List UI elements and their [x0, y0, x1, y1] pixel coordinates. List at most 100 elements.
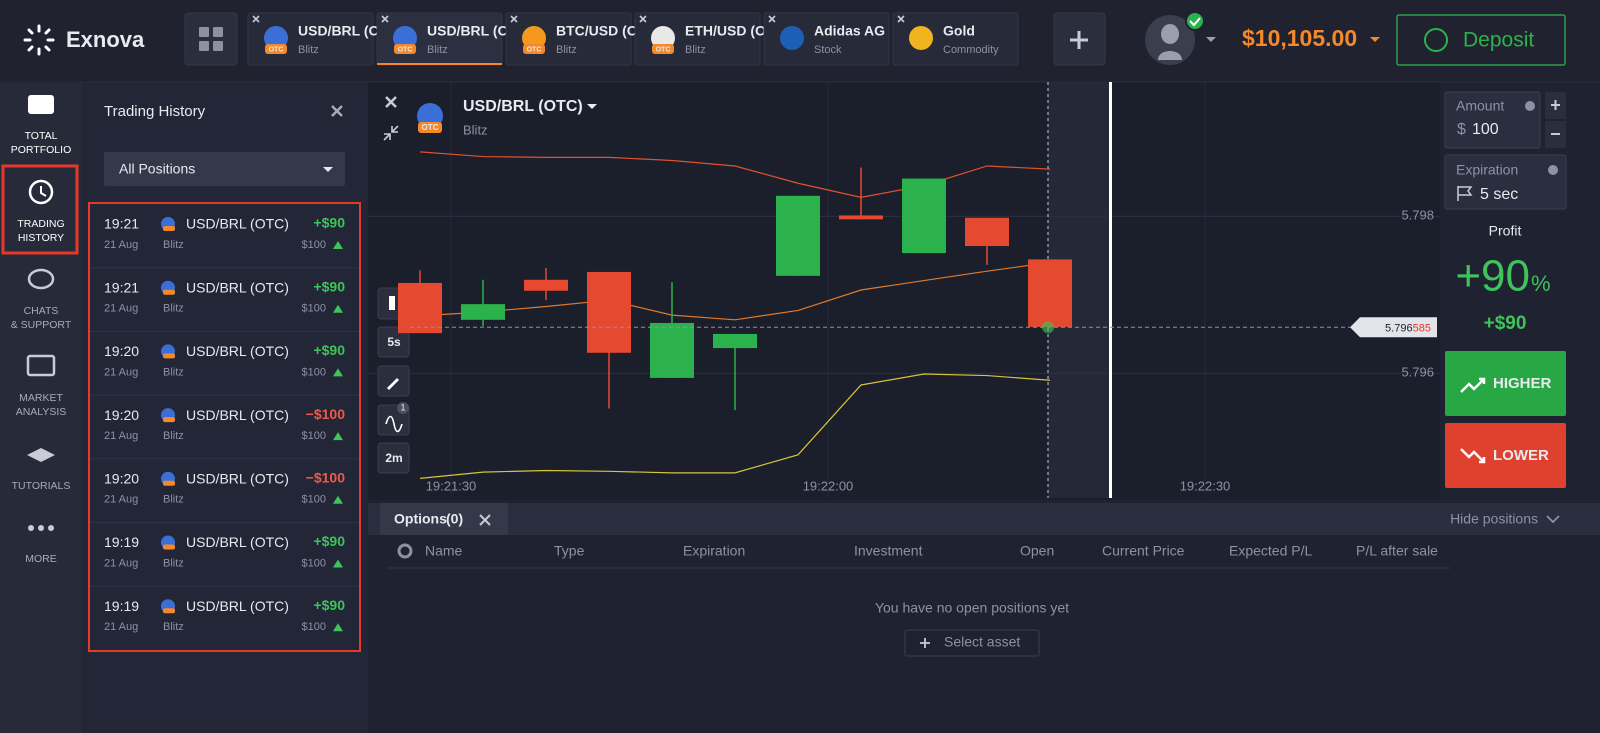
- trade-date: 21 Aug: [104, 430, 138, 442]
- close-options[interactable]: [479, 514, 491, 526]
- nav-label[interactable]: MORE: [25, 553, 57, 565]
- collapse-icon[interactable]: [383, 125, 399, 141]
- close-tab[interactable]: [510, 15, 518, 23]
- nav-label[interactable]: TUTORIALS: [12, 480, 71, 492]
- help-icon[interactable]: [1548, 165, 1558, 175]
- draw-button[interactable]: [377, 365, 410, 397]
- balance-caret[interactable]: [1370, 37, 1380, 42]
- chat-icon: [27, 268, 55, 290]
- select-asset-button[interactable]: [904, 629, 1040, 657]
- asset-icon: [780, 26, 804, 50]
- close-tab[interactable]: [897, 15, 905, 23]
- otc-mini: [163, 480, 175, 486]
- trade-amount: $100: [302, 303, 326, 315]
- candle-body: [650, 322, 694, 378]
- otc-badge: [652, 44, 674, 54]
- higher-label[interactable]: HIGHER: [1493, 375, 1552, 392]
- otc-badge: [394, 44, 416, 54]
- hide-positions[interactable]: Hide positions: [1450, 511, 1538, 527]
- column-header: Expiration: [683, 543, 745, 559]
- history-hands: [40, 186, 47, 197]
- asset-tab[interactable]: [763, 12, 890, 66]
- select-asset-label[interactable]: Select asset: [944, 634, 1020, 650]
- profit-label: Profit: [1489, 223, 1522, 239]
- tab-sub: Blitz: [685, 44, 706, 56]
- history-title: Trading History: [104, 103, 206, 120]
- tab-name[interactable]: USD/BRL (O: [298, 23, 380, 39]
- asset-tab[interactable]: [892, 12, 1019, 66]
- amount-value[interactable]: 100: [1472, 121, 1499, 138]
- help-icon[interactable]: [1525, 101, 1535, 111]
- amount-currency: $: [1457, 121, 1466, 138]
- tab-name[interactable]: BTC/USD (O: [556, 23, 638, 39]
- logo-icon: [23, 24, 55, 56]
- close-tab[interactable]: [639, 15, 647, 23]
- flag-icon: [1457, 186, 1473, 201]
- trade-result: −$100: [306, 470, 346, 486]
- interval-label[interactable]: 2m: [385, 451, 402, 465]
- lower-button[interactable]: [1445, 423, 1566, 488]
- deposit-label[interactable]: Deposit: [1463, 29, 1534, 52]
- lower-label[interactable]: LOWER: [1493, 447, 1549, 464]
- interval-button[interactable]: [377, 442, 410, 474]
- balance[interactable]: $10,105.00: [1242, 25, 1357, 51]
- apps-button[interactable]: [184, 12, 238, 66]
- tab-name[interactable]: Gold: [943, 23, 975, 39]
- asset-caret[interactable]: [587, 104, 597, 109]
- trade-asset: USD/BRL (OTC): [186, 343, 289, 359]
- close-tab[interactable]: [252, 15, 260, 23]
- filter-label[interactable]: All Positions: [119, 161, 195, 177]
- filter-dropdown[interactable]: [104, 152, 345, 186]
- chart-asset[interactable]: USD/BRL (OTC): [463, 98, 583, 115]
- timeframe-button[interactable]: [377, 326, 410, 358]
- trade-result: +$90: [313, 342, 345, 358]
- column-header: P/L after sale: [1356, 543, 1438, 559]
- amount-label: Amount: [1456, 98, 1504, 114]
- time-label: 19:22:00: [803, 478, 854, 493]
- trade-type: Blitz: [163, 621, 184, 633]
- amount-box[interactable]: [1444, 91, 1541, 149]
- candle-body: [587, 271, 631, 353]
- trade-amount: $100: [302, 621, 326, 633]
- close-panel[interactable]: [331, 105, 343, 117]
- trade-asset: USD/BRL (OTC): [186, 279, 289, 295]
- candle-body: [776, 195, 820, 276]
- close-tab[interactable]: [768, 15, 776, 23]
- tab-sub: Blitz: [298, 44, 319, 56]
- candle-body: [902, 178, 946, 254]
- close-tab[interactable]: [381, 15, 389, 23]
- expiration-box[interactable]: [1444, 154, 1567, 210]
- settings-icon[interactable]: [397, 543, 413, 559]
- band-line: [419, 373, 1051, 479]
- nav-label[interactable]: TOTAL PORTFOLIO: [11, 130, 71, 156]
- hide-caret[interactable]: [1546, 515, 1560, 524]
- trade-amount: $100: [302, 430, 326, 442]
- tutorial-icon: [27, 448, 55, 462]
- nav-label[interactable]: MARKET ANALYSIS: [16, 392, 67, 418]
- trade-type: Blitz: [163, 430, 184, 442]
- nav-label[interactable]: TRADING HISTORY: [17, 218, 64, 244]
- trade-type: Blitz: [163, 494, 184, 506]
- tab-name[interactable]: USD/BRL (O: [427, 23, 509, 39]
- otc-mini: [163, 544, 175, 550]
- close-chart[interactable]: [385, 96, 397, 108]
- otc-badge: [265, 44, 287, 54]
- avatar-caret[interactable]: [1206, 37, 1216, 42]
- trade-date: 21 Aug: [104, 494, 138, 506]
- expiration-value[interactable]: 5 sec: [1480, 186, 1518, 203]
- deposit-button[interactable]: [1396, 14, 1566, 66]
- direction-arrow: [333, 368, 343, 377]
- tab-name[interactable]: Adidas AG: [814, 23, 885, 39]
- trade-result: +$90: [313, 278, 345, 294]
- tab-name[interactable]: ETH/USD (O: [685, 23, 766, 39]
- options-tab-label[interactable]: Options: [394, 511, 447, 527]
- higher-button[interactable]: [1445, 351, 1566, 416]
- column-header: Type: [554, 543, 585, 559]
- timeframe-label[interactable]: 5s: [387, 335, 401, 349]
- trade-type: Blitz: [163, 239, 184, 251]
- nav-label[interactable]: CHATS & SUPPORT: [11, 305, 72, 331]
- trade-time: 19:21: [104, 279, 139, 295]
- otc-badge: [418, 122, 442, 133]
- trade-result: +$90: [313, 533, 345, 549]
